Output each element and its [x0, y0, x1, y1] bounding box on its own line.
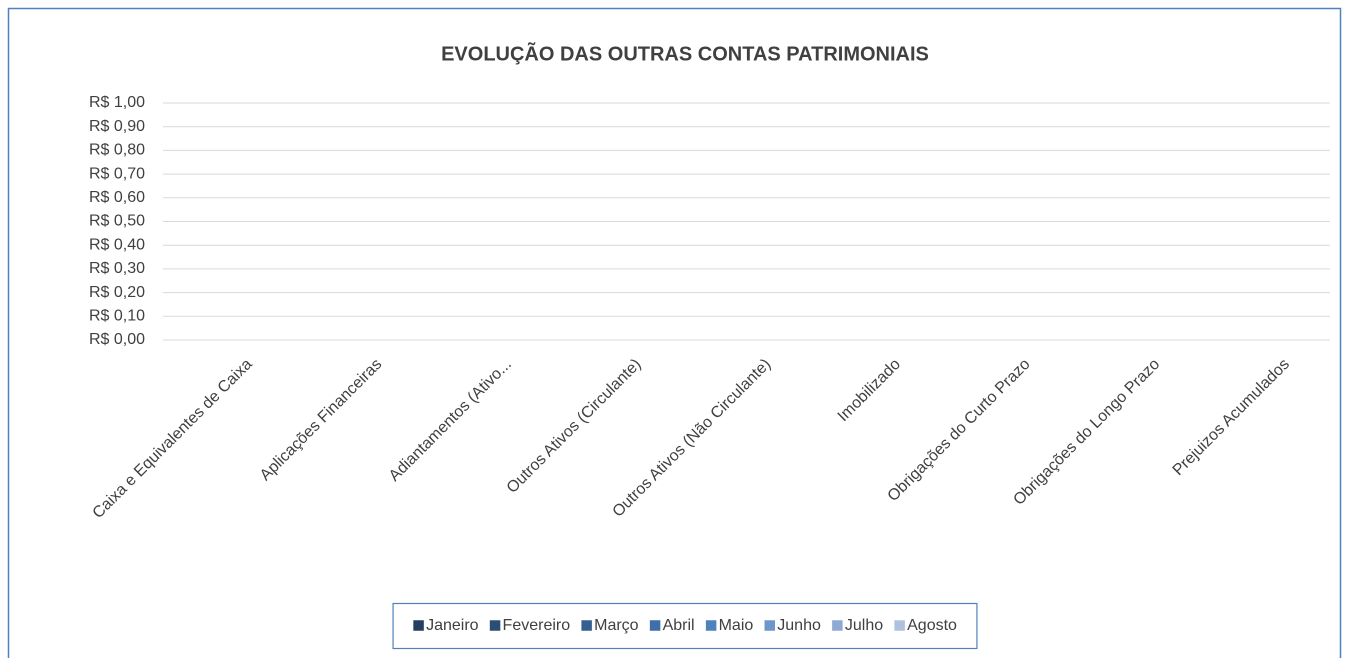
legend-swatch: [489, 619, 501, 632]
legend-swatch: [580, 619, 593, 632]
y-tick-label: R$ 0,90: [89, 118, 145, 135]
y-tick-label: R$ 0,60: [89, 189, 145, 206]
chart-border: [7, 7, 1342, 658]
y-tick-label: R$ 0,40: [89, 236, 145, 253]
y-tick-label: R$ 0,30: [89, 260, 145, 277]
legend-label: Julho: [845, 617, 883, 634]
legend-label: Março: [594, 617, 639, 634]
y-tick-label: R$ 1,00: [89, 94, 145, 111]
legend-label: Janeiro: [426, 617, 479, 634]
y-tick-label: R$ 0,20: [89, 284, 145, 301]
legend-box: [392, 602, 978, 650]
y-tick-label: R$ 0,70: [89, 165, 145, 182]
y-tick-label: R$ 0,80: [89, 142, 145, 159]
legend-swatch: [831, 619, 844, 632]
legend-swatch: [893, 619, 906, 632]
legend-label: Fevereiro: [503, 617, 571, 634]
y-tick-label: R$ 0,50: [89, 213, 145, 230]
legend-label: Junho: [777, 617, 821, 634]
legend-label: Maio: [719, 617, 754, 634]
legend-swatch: [705, 619, 717, 632]
legend-swatch: [649, 619, 661, 632]
legend-swatch: [764, 619, 776, 632]
legend-swatch: [412, 619, 425, 632]
chart-title: EVOLUÇÃO DAS OUTRAS CONTAS PATRIMONIAIS: [441, 42, 929, 65]
legend: Janeiro Fevereiro Março Abril Maio Junho Julho…: [412, 617, 957, 634]
legend-label: Agosto: [907, 617, 957, 634]
legend-label: Abril: [663, 617, 695, 634]
y-tick-label: R$ 0,00: [89, 331, 145, 348]
y-tick-label: R$ 0,10: [89, 308, 145, 325]
